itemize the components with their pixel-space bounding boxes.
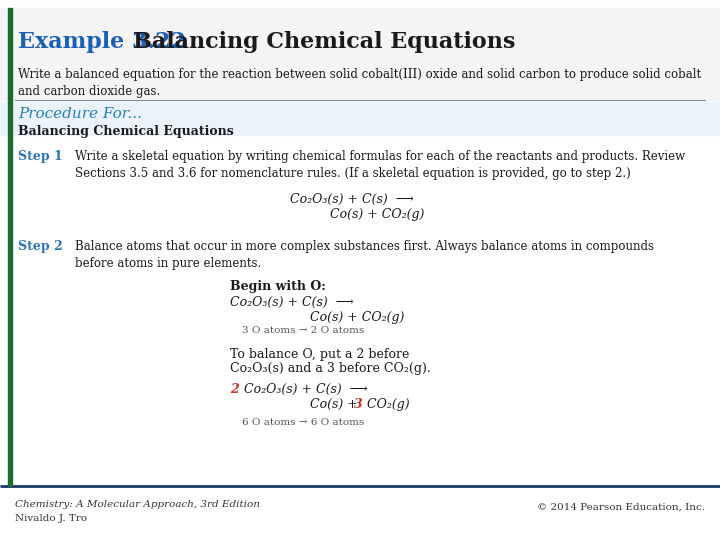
Text: Co₂O₃(s) + C(s)  ⟶: Co₂O₃(s) + C(s) ⟶: [240, 383, 368, 396]
Text: Co₂O₃(s) + C(s)  ⟶: Co₂O₃(s) + C(s) ⟶: [230, 296, 354, 309]
Bar: [0, 8, 720, 100]
Text: Step 2: Step 2: [18, 240, 63, 253]
Text: 3: 3: [354, 398, 363, 411]
Bar: [8, 8, 12, 486]
Text: 6 O atoms → 6 O atoms: 6 O atoms → 6 O atoms: [242, 418, 364, 427]
Text: Nivaldo J. Tro: Nivaldo J. Tro: [15, 514, 87, 523]
Text: Balance atoms that occur in more complex substances first. Always balance atoms : Balance atoms that occur in more complex…: [75, 240, 654, 270]
Text: To balance O, put a 2 before: To balance O, put a 2 before: [230, 348, 410, 361]
Text: Co(s) +: Co(s) +: [310, 398, 361, 411]
Text: Procedure For...: Procedure For...: [18, 107, 142, 121]
Text: Write a balanced equation for the reaction between solid cobalt(III) oxide and s: Write a balanced equation for the reacti…: [18, 68, 701, 98]
Text: 3 O atoms → 2 O atoms: 3 O atoms → 2 O atoms: [242, 326, 364, 335]
Text: Balancing Chemical Equations: Balancing Chemical Equations: [133, 31, 516, 53]
Text: Co(s) + CO₂(g): Co(s) + CO₂(g): [330, 208, 424, 221]
Text: Balancing Chemical Equations: Balancing Chemical Equations: [18, 125, 234, 138]
Text: Write a skeletal equation by writing chemical formulas for each of the reactants: Write a skeletal equation by writing che…: [75, 150, 685, 180]
Text: Step 1: Step 1: [18, 150, 63, 163]
Bar: [0, 484, 720, 540]
Text: Co₂O₃(s) and a 3 before CO₂(g).: Co₂O₃(s) and a 3 before CO₂(g).: [230, 362, 431, 375]
Text: Chemistry: A Molecular Approach, 3rd Edition: Chemistry: A Molecular Approach, 3rd Edi…: [15, 500, 260, 509]
Text: © 2014 Pearson Education, Inc.: © 2014 Pearson Education, Inc.: [537, 503, 705, 511]
Text: Co₂O₃(s) + C(s)  ⟶: Co₂O₃(s) + C(s) ⟶: [290, 193, 413, 206]
Text: Example 3.22: Example 3.22: [18, 31, 202, 53]
Bar: [0, 102, 720, 135]
Text: Begin with O:: Begin with O:: [230, 280, 326, 293]
Text: Co(s) + CO₂(g): Co(s) + CO₂(g): [310, 311, 405, 324]
Text: 2: 2: [230, 383, 239, 396]
Text: CO₂(g): CO₂(g): [363, 398, 410, 411]
